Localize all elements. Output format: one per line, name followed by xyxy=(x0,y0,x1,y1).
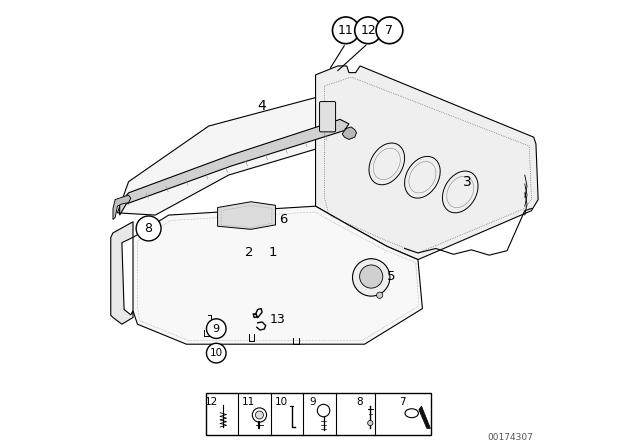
Polygon shape xyxy=(316,66,538,260)
Text: 12: 12 xyxy=(205,397,218,408)
Text: 8: 8 xyxy=(145,222,152,235)
Polygon shape xyxy=(117,90,382,215)
Text: 12: 12 xyxy=(360,24,376,37)
Circle shape xyxy=(207,319,226,338)
Polygon shape xyxy=(133,206,422,344)
Text: 3: 3 xyxy=(463,175,471,189)
Text: 5: 5 xyxy=(387,270,396,283)
Polygon shape xyxy=(419,406,431,428)
Text: 9: 9 xyxy=(212,323,220,334)
Text: 13: 13 xyxy=(270,313,285,326)
Text: 11: 11 xyxy=(338,24,354,37)
Polygon shape xyxy=(342,127,356,139)
Text: 9: 9 xyxy=(310,397,316,408)
Circle shape xyxy=(207,343,226,363)
Text: 1: 1 xyxy=(269,246,278,259)
Text: 11: 11 xyxy=(242,397,255,408)
Text: 4: 4 xyxy=(258,99,266,113)
Circle shape xyxy=(355,17,381,44)
Text: 7: 7 xyxy=(399,397,406,408)
Circle shape xyxy=(332,17,359,44)
Polygon shape xyxy=(111,222,133,324)
Text: 6: 6 xyxy=(279,213,287,226)
Text: 2: 2 xyxy=(244,246,253,259)
Circle shape xyxy=(376,17,403,44)
Text: 10: 10 xyxy=(210,348,223,358)
Circle shape xyxy=(376,292,383,298)
Text: 10: 10 xyxy=(275,397,288,408)
Polygon shape xyxy=(120,119,349,215)
Polygon shape xyxy=(113,195,131,220)
Polygon shape xyxy=(218,202,275,229)
Circle shape xyxy=(367,420,373,426)
Text: 7: 7 xyxy=(385,24,394,37)
Circle shape xyxy=(255,411,264,419)
Text: 00174307: 00174307 xyxy=(488,433,534,442)
Circle shape xyxy=(353,259,390,296)
FancyBboxPatch shape xyxy=(319,102,335,132)
Bar xyxy=(207,393,431,435)
Circle shape xyxy=(136,216,161,241)
Text: 8: 8 xyxy=(356,397,363,408)
Circle shape xyxy=(360,265,383,288)
